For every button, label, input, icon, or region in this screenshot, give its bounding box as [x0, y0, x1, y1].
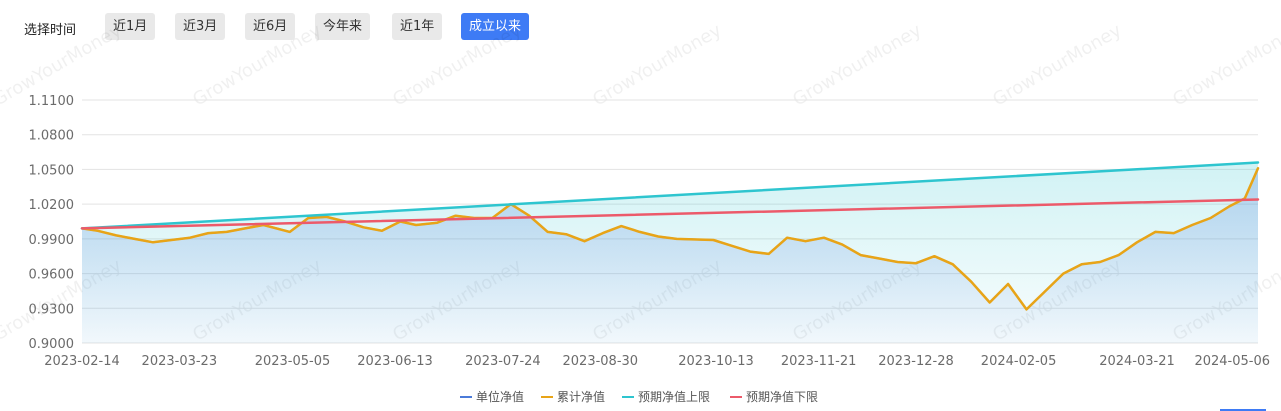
- y-tick-label: 1.0200: [29, 198, 75, 213]
- x-tick-label: 2023-08-30: [563, 354, 639, 369]
- filter-label: 选择时间: [24, 23, 77, 38]
- range-button-since-inception[interactable]: 成立以来: [461, 13, 530, 40]
- x-tick-label: 2023-06-13: [357, 354, 433, 369]
- watermark-text: GrowYourMoney: [989, 20, 1125, 111]
- range-button-3m[interactable]: 近3月: [175, 13, 226, 40]
- x-tick-label: 2023-03-23: [142, 354, 218, 369]
- legend-item-lower-bound[interactable]: 预期净值下限: [730, 388, 818, 406]
- x-tick-label: 2024-02-05: [981, 354, 1057, 369]
- x-tick-label: 2023-11-21: [781, 354, 857, 369]
- x-tick-label: 2023-10-13: [678, 354, 754, 369]
- y-tick-label: 0.9000: [29, 337, 75, 352]
- y-tick-label: 1.0500: [29, 163, 75, 178]
- y-tick-label: 1.0800: [29, 129, 75, 144]
- x-axis: 2023-02-14 2023-03-23 2023-05-05 2023-06-13…: [44, 354, 1270, 369]
- range-button-6m[interactable]: 近6月: [245, 13, 296, 40]
- legend-label: 累计净值: [557, 390, 606, 404]
- x-tick-label: 2024-05-06: [1194, 354, 1270, 369]
- legend-label: 预期净值下限: [746, 390, 819, 404]
- y-tick-label: 0.9600: [29, 268, 75, 283]
- legend-swatch: [541, 395, 553, 398]
- time-filter-bar: 选择时间 近1月 近3月 近6月 今年来 近1年 成立以来: [0, 13, 1281, 41]
- y-tick-label: 0.9300: [29, 302, 75, 317]
- legend-item-cumulative-nav[interactable]: 累计净值: [541, 388, 605, 406]
- range-button-1m[interactable]: 近1月: [105, 13, 156, 40]
- chart-legend: 单位净值 累计净值 预期净值上限 预期净值下限: [0, 388, 1281, 406]
- x-tick-label: 2023-07-24: [465, 354, 541, 369]
- y-axis: 0.9000 0.9300 0.9600 0.9900 1.0200 1.0500 1.08…: [29, 94, 75, 352]
- cumulative-nav-line: [80, 167, 1260, 311]
- legend-swatch: [622, 395, 634, 398]
- area-fills: [82, 162, 1258, 343]
- watermark-text: GrowYourMoney: [389, 20, 525, 111]
- x-tick-label: 2023-02-14: [44, 354, 120, 369]
- watermark-text: GrowYourMoney: [1169, 20, 1281, 111]
- upper-bound-line: [80, 161, 1260, 230]
- legend-label: 预期净值上限: [638, 390, 711, 404]
- legend-swatch: [730, 395, 742, 398]
- legend-swatch: [460, 395, 472, 398]
- x-tick-label: 2023-05-05: [255, 354, 331, 369]
- series-lines: [80, 161, 1260, 311]
- nav-line-chart: GrowYourMoney GrowYourMoney GrowYourMoney G…: [0, 20, 1281, 369]
- watermark-text: GrowYourMoney: [189, 20, 325, 111]
- range-button-1y[interactable]: 近1年: [392, 13, 443, 40]
- x-tick-label: 2023-12-28: [878, 354, 954, 369]
- lower-bound-line: [80, 198, 1260, 230]
- y-tick-label: 0.9900: [29, 233, 75, 248]
- legend-item-unit-nav[interactable]: 单位净值: [460, 388, 524, 406]
- y-tick-label: 1.1100: [29, 94, 75, 109]
- watermark-text: GrowYourMoney: [789, 20, 925, 111]
- legend-label: 单位净值: [476, 390, 525, 404]
- range-button-ytd[interactable]: 今年来: [315, 13, 371, 40]
- scroll-indicator: [1220, 409, 1266, 411]
- unit-nav-area: [82, 168, 1258, 343]
- x-tick-label: 2024-03-21: [1099, 354, 1175, 369]
- legend-item-upper-bound[interactable]: 预期净值上限: [622, 388, 710, 406]
- watermark-text: GrowYourMoney: [589, 20, 725, 111]
